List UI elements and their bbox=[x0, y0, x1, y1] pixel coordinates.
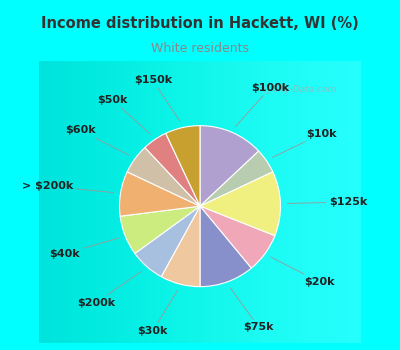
Text: $50k: $50k bbox=[97, 94, 150, 134]
Text: ⓘ City-Data.com: ⓘ City-Data.com bbox=[264, 85, 337, 94]
Text: White residents: White residents bbox=[151, 42, 249, 55]
Wedge shape bbox=[127, 147, 200, 206]
Wedge shape bbox=[161, 206, 200, 287]
Text: $75k: $75k bbox=[230, 288, 274, 332]
Text: $60k: $60k bbox=[65, 125, 129, 155]
Text: $150k: $150k bbox=[134, 76, 180, 121]
Text: $30k: $30k bbox=[138, 290, 178, 336]
Wedge shape bbox=[200, 126, 259, 206]
Wedge shape bbox=[200, 151, 273, 206]
Wedge shape bbox=[120, 206, 200, 253]
Text: $125k: $125k bbox=[287, 197, 367, 207]
Text: $200k: $200k bbox=[77, 271, 142, 308]
Wedge shape bbox=[135, 206, 200, 277]
Text: $40k: $40k bbox=[50, 238, 119, 259]
Wedge shape bbox=[145, 133, 200, 206]
Wedge shape bbox=[200, 206, 251, 287]
Text: $100k: $100k bbox=[236, 83, 289, 126]
Wedge shape bbox=[120, 172, 200, 216]
Wedge shape bbox=[200, 206, 275, 268]
Text: $20k: $20k bbox=[271, 257, 335, 287]
Text: > $200k: > $200k bbox=[22, 181, 114, 193]
Wedge shape bbox=[166, 126, 200, 206]
Text: Income distribution in Hackett, WI (%): Income distribution in Hackett, WI (%) bbox=[41, 16, 359, 31]
Wedge shape bbox=[200, 172, 280, 236]
Text: $10k: $10k bbox=[272, 129, 337, 158]
